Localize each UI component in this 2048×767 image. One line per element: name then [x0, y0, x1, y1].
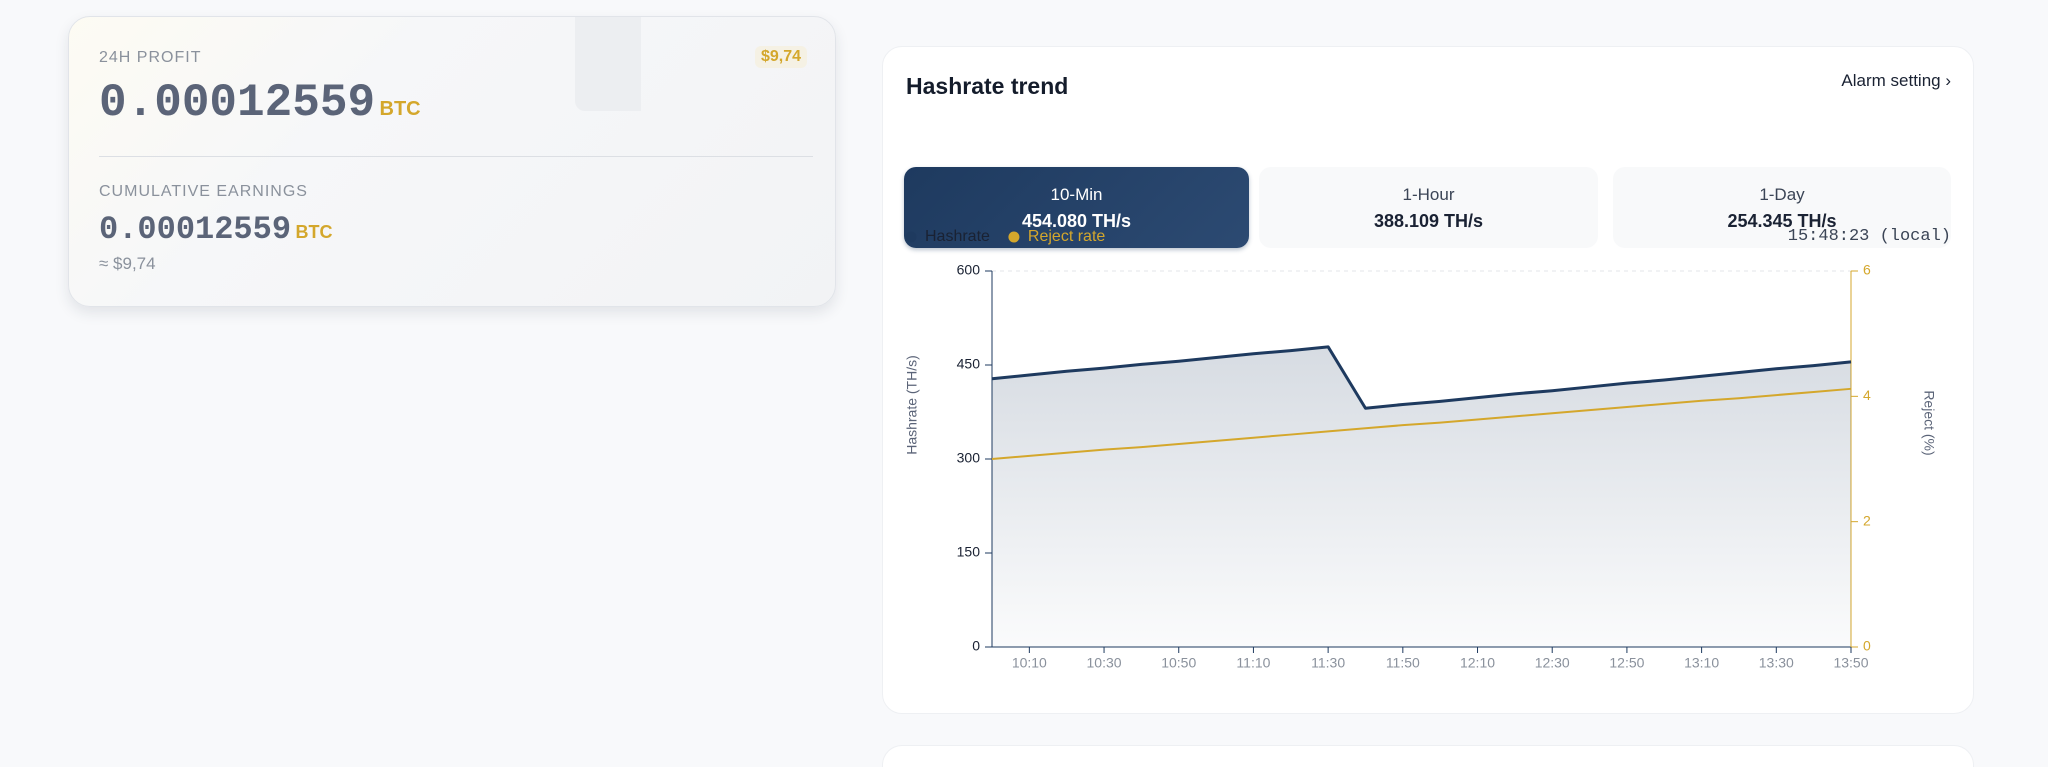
alarm-link[interactable]: Alarm setting ›: [1841, 71, 1951, 90]
timestamp: 15:48:23 (local): [1787, 227, 1951, 246]
tab-value: 254.345 TH/s: [1727, 211, 1837, 231]
tab-value: 388.109 TH/s: [1373, 211, 1484, 231]
card-title: Hashrate trend: [906, 73, 1069, 99]
profit-row: 0.00012559 BTC: [99, 77, 421, 129]
profit-label: 24H PROFIT: [99, 49, 202, 66]
hashrate-card: Hashrate trend Alarm setting › 10-Min 45…: [882, 46, 1974, 714]
tab[interactable]: 10-Min 454.080 TH/s: [904, 167, 1249, 248]
tab-label: 10-Min: [1050, 185, 1103, 204]
btc-watermark: [575, 17, 641, 111]
profit-fiat: $9,74: [755, 46, 808, 68]
tab-label: 1-Day: [1759, 185, 1805, 204]
cumulative-fiat: ≈ $9,74: [99, 254, 156, 273]
tab-value: 454.080 TH/s: [1021, 211, 1132, 231]
profit-unit: BTC: [379, 98, 421, 120]
tab[interactable]: 1-Hour 388.109 TH/s: [1259, 167, 1598, 248]
divider: [99, 156, 813, 157]
cumulative-unit: BTC: [295, 222, 333, 242]
tab-label: 1-Hour: [1402, 185, 1455, 204]
cumulative-value: 0.00012559: [99, 211, 292, 248]
cumulative-label: CUMULATIVE EARNINGS: [99, 183, 308, 200]
profit-value: 0.00012559: [99, 77, 376, 129]
cumulative-row: 0.00012559 BTC: [99, 211, 332, 248]
next-card: [882, 745, 1974, 767]
tab[interactable]: 1-Day 254.345 TH/s: [1613, 167, 1951, 248]
profit-card: 24H PROFIT 0.00012559 BTC $9,74 CUMULATI…: [68, 16, 836, 307]
